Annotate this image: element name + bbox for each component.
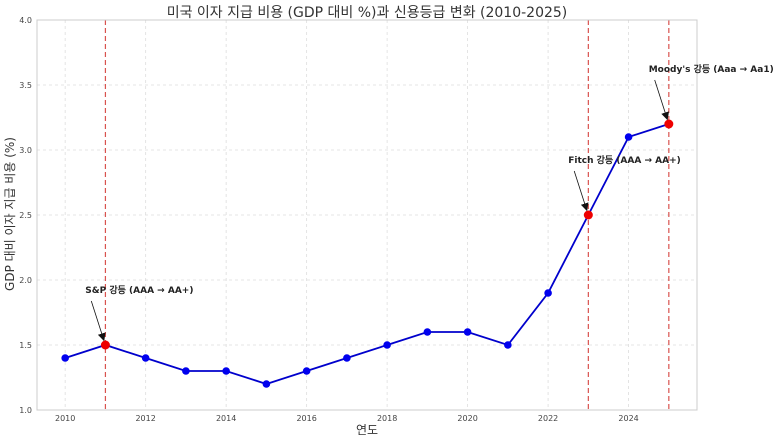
data-point — [302, 367, 311, 375]
downgrade-point — [583, 210, 593, 220]
data-point — [544, 289, 552, 297]
annotation-label: Moody's 강등 (Aaa → Aa1) — [649, 63, 773, 75]
data-point — [504, 341, 512, 349]
annotation-arrow — [654, 79, 669, 121]
data-point — [182, 367, 190, 375]
data-point — [262, 380, 271, 388]
annotations: S&P 강등 (AAA → AA+) Fitch 강등 (AAA → AA+) Mo… — [85, 63, 773, 342]
y-tick-label: 3.5 — [19, 81, 32, 90]
tick-labels: 2010 2012 2014 2016 2018 2020 2022 2024 1.0 1.5 2.… — [19, 16, 638, 423]
annotation-label: Fitch 강등 (AAA → AA+) — [568, 154, 681, 166]
y-tick-label: 1.0 — [19, 406, 32, 415]
data-point — [141, 354, 150, 362]
y-tick-label: 3.0 — [19, 146, 32, 155]
x-tick-label: 2024 — [618, 414, 638, 423]
x-axis-label: 연도 — [356, 423, 378, 437]
y-tick-label: 1.5 — [19, 341, 32, 350]
downgrade-point — [100, 340, 110, 350]
x-tick-label: 2010 — [55, 414, 75, 423]
series — [61, 119, 674, 388]
data-point — [343, 354, 351, 362]
downgrade-point — [664, 119, 674, 129]
x-tick-label: 2012 — [135, 414, 155, 423]
data-point — [222, 367, 230, 375]
annotation-arrow — [573, 170, 589, 212]
x-tick-label: 2018 — [377, 414, 397, 423]
data-point — [423, 328, 432, 336]
series-line — [64, 123, 670, 385]
y-tick-label: 2.5 — [19, 211, 32, 220]
chart-title: 미국 이자 지급 비용 (GDP 대비 %)과 신용등급 변화 (2010-20… — [167, 5, 568, 21]
y-tick-label: 2.0 — [19, 276, 32, 285]
x-tick-label: 2016 — [296, 414, 316, 423]
annotation-arrow — [90, 300, 106, 342]
y-axis-label: GDP 대비 이자 지급 비용 (%) — [3, 137, 17, 291]
data-point — [463, 328, 472, 336]
x-tick-label: 2020 — [457, 414, 477, 423]
axes — [36, 19, 698, 411]
data-point — [61, 354, 69, 362]
x-tick-label: 2014 — [216, 414, 236, 423]
data-point — [383, 341, 391, 349]
x-tick-label: 2022 — [538, 414, 558, 423]
data-point — [624, 133, 633, 141]
plot-frame — [36, 19, 698, 411]
annotation-label: S&P 강등 (AAA → AA+) — [85, 284, 193, 296]
y-tick-label: 4.0 — [19, 16, 32, 25]
